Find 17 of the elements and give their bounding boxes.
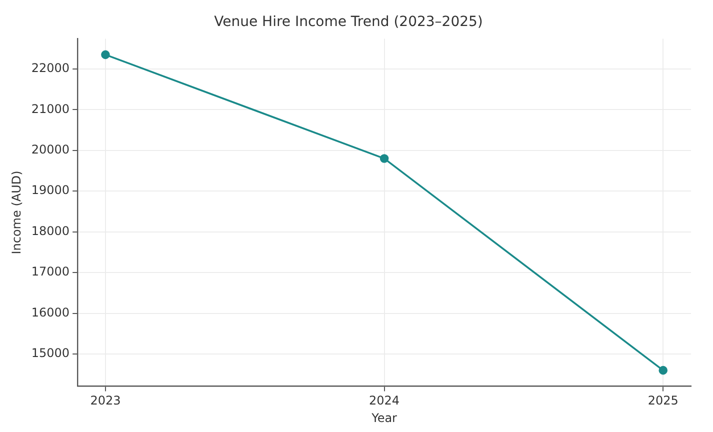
- y-tick-label: 20000: [31, 142, 70, 157]
- y-tick-label: 22000: [31, 61, 70, 76]
- y-tick-label: 21000: [31, 102, 70, 116]
- point: [380, 154, 389, 163]
- y-tick-label: 19000: [31, 183, 70, 198]
- x-tick-label: 2024: [369, 394, 400, 408]
- x-axis-title: Year: [370, 410, 398, 425]
- point: [658, 366, 668, 375]
- point: [101, 50, 110, 60]
- y-tick-label: 15000: [31, 346, 70, 360]
- chart-title: Venue Hire Income Trend (2023–2025): [214, 14, 483, 30]
- y-axis-title: Income (AUD): [9, 170, 24, 254]
- x-tick-label: 2023: [90, 394, 121, 408]
- x-tick-label: 2025: [648, 394, 678, 408]
- y-tick-label: 17000: [31, 264, 70, 279]
- y-tick-label: 16000: [31, 305, 70, 320]
- y-tick-label: 18000: [31, 224, 70, 238]
